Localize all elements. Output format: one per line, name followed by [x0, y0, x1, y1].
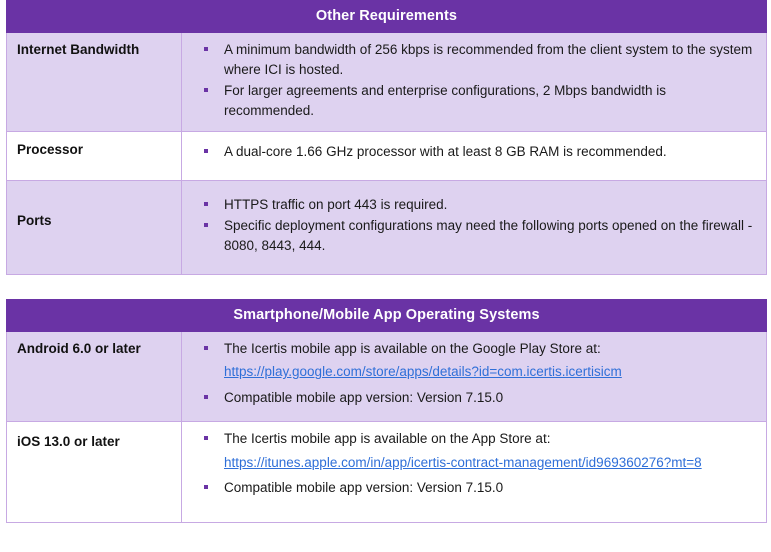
list-item: The Icertis mobile app is available on t…: [192, 339, 756, 359]
row-label-android: Android 6.0 or later: [6, 330, 182, 423]
other-requirements-title: Other Requirements: [5, 0, 768, 33]
row-label-ports: Ports: [6, 179, 182, 275]
list-item: A dual-core 1.66 GHz processor with at l…: [192, 142, 756, 162]
other-requirements-table: Other Requirements Internet Bandwidth A …: [5, 0, 768, 275]
list-item: For larger agreements and enterprise con…: [192, 81, 756, 120]
table-row: Internet Bandwidth A minimum bandwidth o…: [6, 31, 768, 133]
bullet-list: The Icertis mobile app is available on t…: [192, 429, 756, 449]
table-row: Android 6.0 or later The Icertis mobile …: [6, 330, 768, 423]
row-body-ports: HTTPS traffic on port 443 is required. S…: [180, 179, 768, 275]
list-item: Compatible mobile app version: Version 7…: [192, 478, 756, 498]
mobile-os-title: Smartphone/Mobile App Operating Systems: [5, 298, 768, 332]
row-body-ios: The Icertis mobile app is available on t…: [180, 421, 768, 523]
list-item: Compatible mobile app version: Version 7…: [192, 388, 756, 408]
bullet-list: The Icertis mobile app is available on t…: [192, 339, 756, 359]
google-play-store-link[interactable]: https://play.google.com/store/apps/detai…: [224, 364, 622, 380]
list-item: A minimum bandwidth of 256 kbps is recom…: [192, 40, 756, 79]
table-row: Ports HTTPS traffic on port 443 is requi…: [6, 179, 768, 275]
list-item: Specific deployment configurations may n…: [192, 216, 756, 255]
bullet-list: A dual-core 1.66 GHz processor with at l…: [192, 142, 756, 162]
row-body-processor: A dual-core 1.66 GHz processor with at l…: [180, 131, 768, 181]
table-header-row: Other Requirements: [5, 0, 768, 33]
row-body-internet-bandwidth: A minimum bandwidth of 256 kbps is recom…: [180, 31, 768, 133]
bullet-list: A minimum bandwidth of 256 kbps is recom…: [192, 40, 756, 120]
bullet-list: Compatible mobile app version: Version 7…: [192, 388, 756, 408]
list-item: HTTPS traffic on port 443 is required.: [192, 195, 756, 215]
row-label-ios: iOS 13.0 or later: [6, 421, 182, 523]
mobile-os-table: Smartphone/Mobile App Operating Systems …: [5, 298, 768, 523]
app-store-link[interactable]: https://itunes.apple.com/in/app/icertis-…: [224, 454, 702, 470]
row-label-internet-bandwidth: Internet Bandwidth: [6, 31, 182, 133]
android-store-link-line: https://play.google.com/store/apps/detai…: [192, 362, 756, 382]
table-spacer: [0, 275, 771, 299]
row-label-processor: Processor: [6, 131, 182, 181]
list-item: The Icertis mobile app is available on t…: [192, 429, 756, 449]
row-body-android: The Icertis mobile app is available on t…: [180, 330, 768, 423]
table-header-row: Smartphone/Mobile App Operating Systems: [5, 298, 768, 332]
table-row: Processor A dual-core 1.66 GHz processor…: [6, 131, 768, 181]
ios-store-link-line: https://itunes.apple.com/in/app/icertis-…: [192, 453, 756, 473]
bullet-list: HTTPS traffic on port 443 is required. S…: [192, 195, 756, 256]
bullet-list: Compatible mobile app version: Version 7…: [192, 478, 756, 498]
table-row: iOS 13.0 or later The Icertis mobile app…: [6, 421, 768, 523]
